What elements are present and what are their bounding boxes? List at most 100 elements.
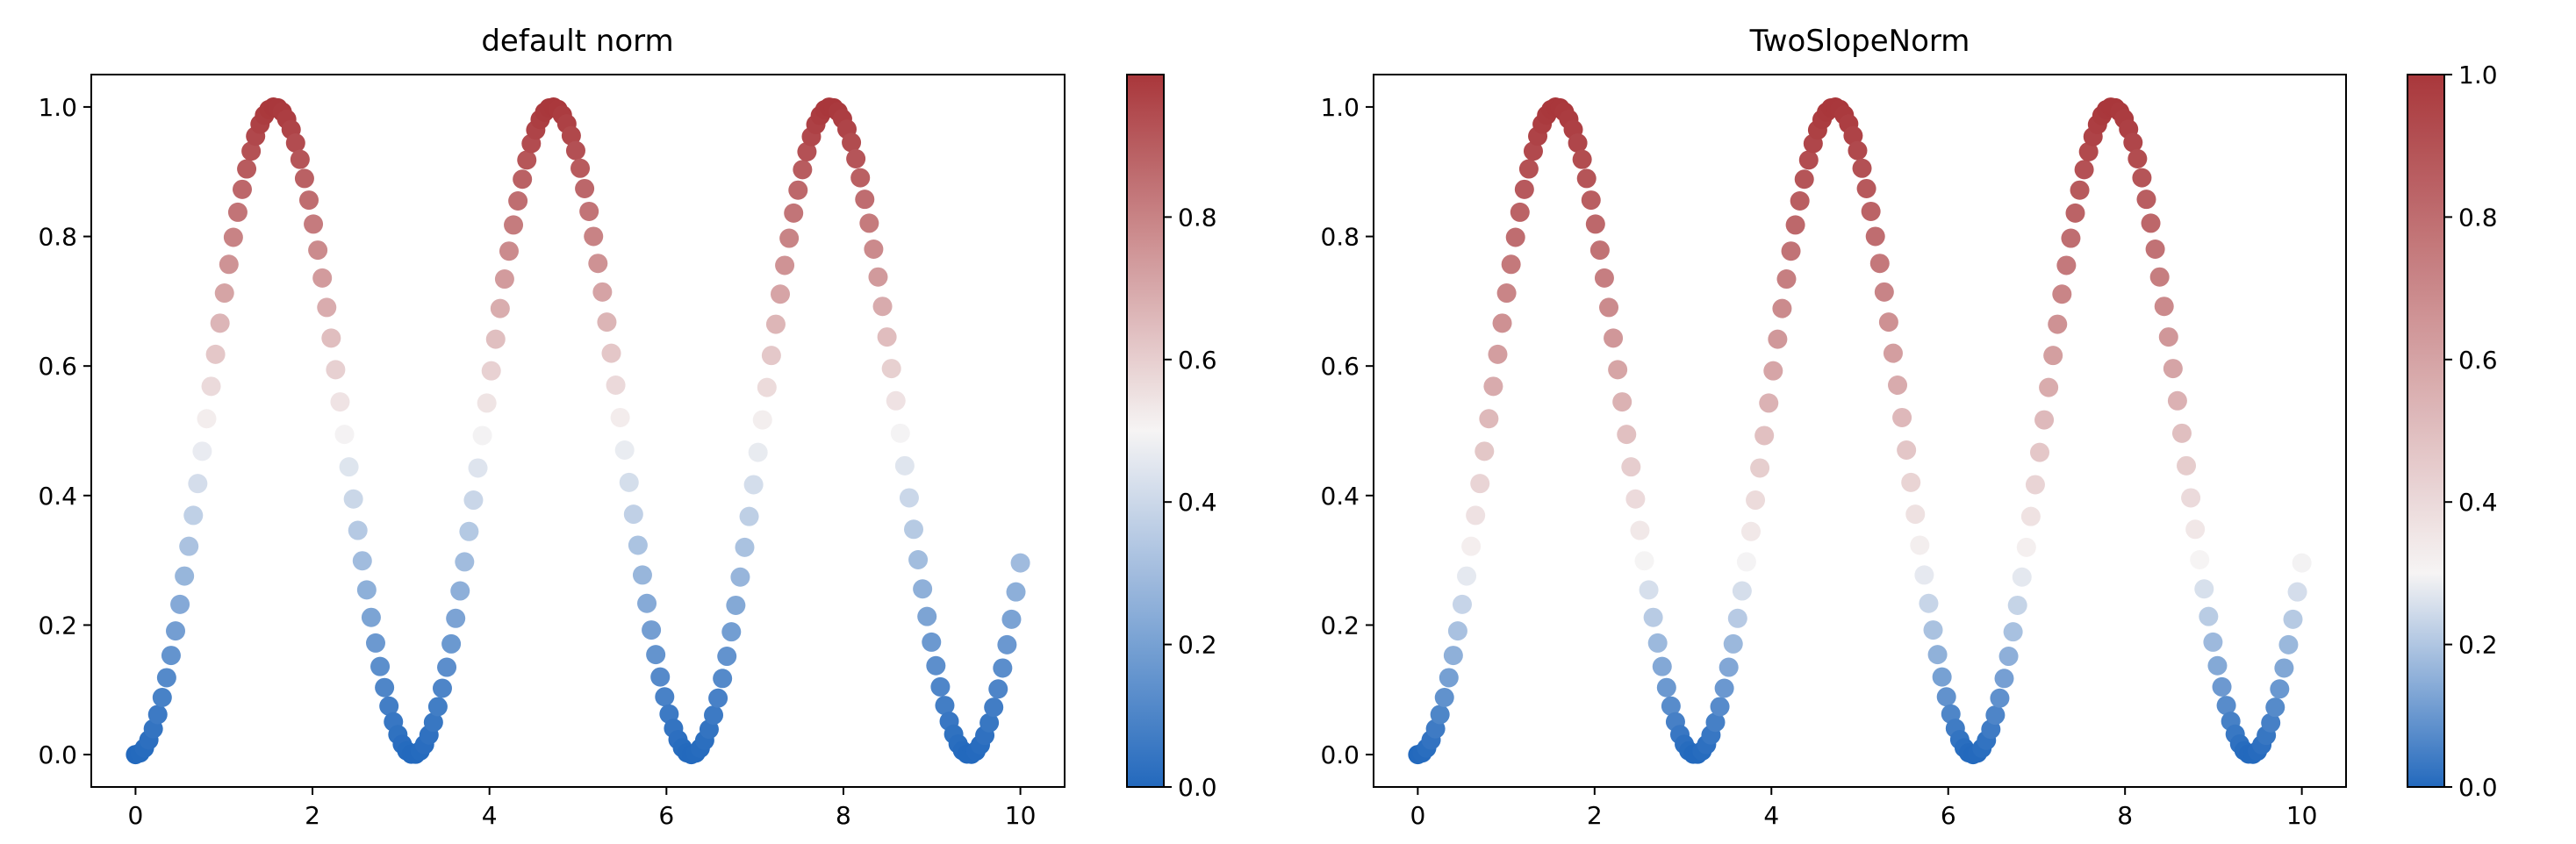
scatter-point bbox=[1452, 594, 1472, 614]
scatter-point bbox=[2065, 203, 2085, 223]
scatter-point bbox=[771, 284, 791, 304]
scatter-point bbox=[993, 658, 1013, 678]
scatter-point bbox=[1612, 392, 1632, 412]
scatter-point bbox=[2136, 190, 2156, 210]
scatter-point bbox=[237, 159, 257, 179]
chart-title: default norm bbox=[481, 24, 673, 59]
scatter-point bbox=[450, 581, 470, 601]
scatter-point bbox=[166, 621, 186, 641]
scatter-point bbox=[1888, 376, 1908, 396]
scatter-point bbox=[334, 425, 355, 445]
scatter-point bbox=[743, 475, 764, 495]
scatter-point bbox=[361, 607, 381, 627]
scatter-point bbox=[370, 656, 391, 676]
scatter-point bbox=[1501, 254, 1521, 275]
scatter-point bbox=[147, 705, 168, 725]
scatter-point bbox=[881, 359, 901, 379]
colorbar bbox=[1127, 75, 1164, 787]
x-tick-label: 10 bbox=[2286, 801, 2318, 830]
scatter-point bbox=[1994, 669, 2014, 689]
scatter-point bbox=[459, 521, 479, 541]
scatter-point bbox=[1496, 283, 1517, 304]
scatter-point bbox=[485, 329, 506, 349]
scatter-point bbox=[775, 255, 795, 275]
scatter-point bbox=[2061, 228, 2081, 248]
colorbar-tick-label: 1.0 bbox=[2458, 61, 2498, 89]
scatter-point bbox=[2012, 567, 2032, 587]
scatter-point bbox=[2261, 712, 2281, 733]
scatter-point bbox=[1763, 361, 1783, 381]
scatter-point bbox=[988, 679, 1008, 699]
scatter-point bbox=[1585, 214, 1605, 234]
scatter-point bbox=[1727, 608, 1747, 628]
scatter-point bbox=[1710, 697, 1730, 717]
scatter-point bbox=[1608, 360, 1628, 380]
x-tick-label: 6 bbox=[658, 801, 674, 830]
scatter-point bbox=[717, 647, 737, 667]
colorbar-tick-label: 0.8 bbox=[1178, 203, 1217, 232]
scatter-point bbox=[748, 442, 768, 462]
scatter-point bbox=[899, 488, 919, 508]
scatter-point bbox=[1006, 582, 1026, 602]
scatter-point bbox=[913, 579, 933, 599]
scatter-point bbox=[2194, 579, 2214, 599]
scatter-point bbox=[2265, 697, 2285, 718]
scatter-point bbox=[1861, 201, 1881, 221]
scatter-point bbox=[348, 520, 368, 540]
scatter-point bbox=[2056, 255, 2077, 275]
y-tick-label: 0.2 bbox=[38, 611, 77, 640]
scatter-point bbox=[423, 712, 443, 733]
scatter-point bbox=[2171, 423, 2192, 443]
chart-title: TwoSlopeNorm bbox=[1749, 24, 1970, 59]
scatter-point bbox=[2145, 240, 2165, 260]
scatter-point bbox=[2190, 550, 2210, 570]
scatter-point bbox=[227, 202, 248, 222]
scatter-point bbox=[704, 705, 724, 726]
scatter-point bbox=[1630, 520, 1650, 540]
y-tick-label: 0.4 bbox=[1320, 482, 1360, 511]
scatter-point bbox=[2141, 213, 2161, 233]
scatter-point bbox=[788, 180, 808, 200]
scatter-point bbox=[846, 148, 866, 168]
scatter-point bbox=[1901, 472, 1921, 492]
y-tick-label: 0.0 bbox=[1320, 740, 1360, 769]
y-tick-label: 0.6 bbox=[1320, 352, 1360, 381]
scatter-point bbox=[241, 141, 262, 161]
scatter-point bbox=[859, 213, 879, 233]
scatter-point bbox=[1568, 133, 1588, 154]
scatter-point bbox=[793, 160, 813, 180]
scatter-point bbox=[1621, 457, 1641, 477]
scatter-point bbox=[1790, 191, 1810, 211]
y-tick-label: 0.6 bbox=[38, 352, 77, 381]
scatter-point bbox=[606, 376, 626, 396]
scatter-point bbox=[490, 298, 510, 318]
scatter-point bbox=[2007, 595, 2027, 615]
scatter-point bbox=[779, 228, 800, 248]
scatter-point bbox=[472, 426, 492, 446]
scatter-point bbox=[2025, 475, 2045, 495]
scatter-point bbox=[285, 133, 305, 154]
scatter-point bbox=[579, 201, 599, 221]
scatter-point bbox=[2048, 314, 2068, 334]
scatter-point bbox=[1010, 553, 1030, 573]
x-tick-label: 0 bbox=[127, 801, 143, 830]
scatter-point bbox=[298, 190, 319, 211]
scatter-point bbox=[2074, 160, 2094, 180]
scatter-point bbox=[1990, 688, 2010, 708]
scatter-point bbox=[1523, 141, 1543, 161]
scatter-point bbox=[1754, 426, 1775, 446]
scatter-point bbox=[922, 632, 942, 652]
scatter-point bbox=[757, 377, 777, 397]
scatter-point bbox=[294, 168, 314, 189]
scatter-point bbox=[513, 169, 533, 190]
colorbar-tick-label: 0.2 bbox=[1178, 631, 1217, 660]
scatter-point bbox=[1656, 677, 1676, 697]
scatter-point bbox=[356, 580, 377, 600]
colorbar-tick-label: 0.4 bbox=[2458, 488, 2498, 517]
scatter-point bbox=[1878, 312, 1898, 333]
scatter-point bbox=[2043, 346, 2063, 366]
scatter-point bbox=[339, 457, 359, 477]
scatter-point bbox=[1936, 687, 1956, 707]
scatter-point bbox=[1434, 687, 1454, 707]
scatter-point bbox=[575, 178, 595, 198]
